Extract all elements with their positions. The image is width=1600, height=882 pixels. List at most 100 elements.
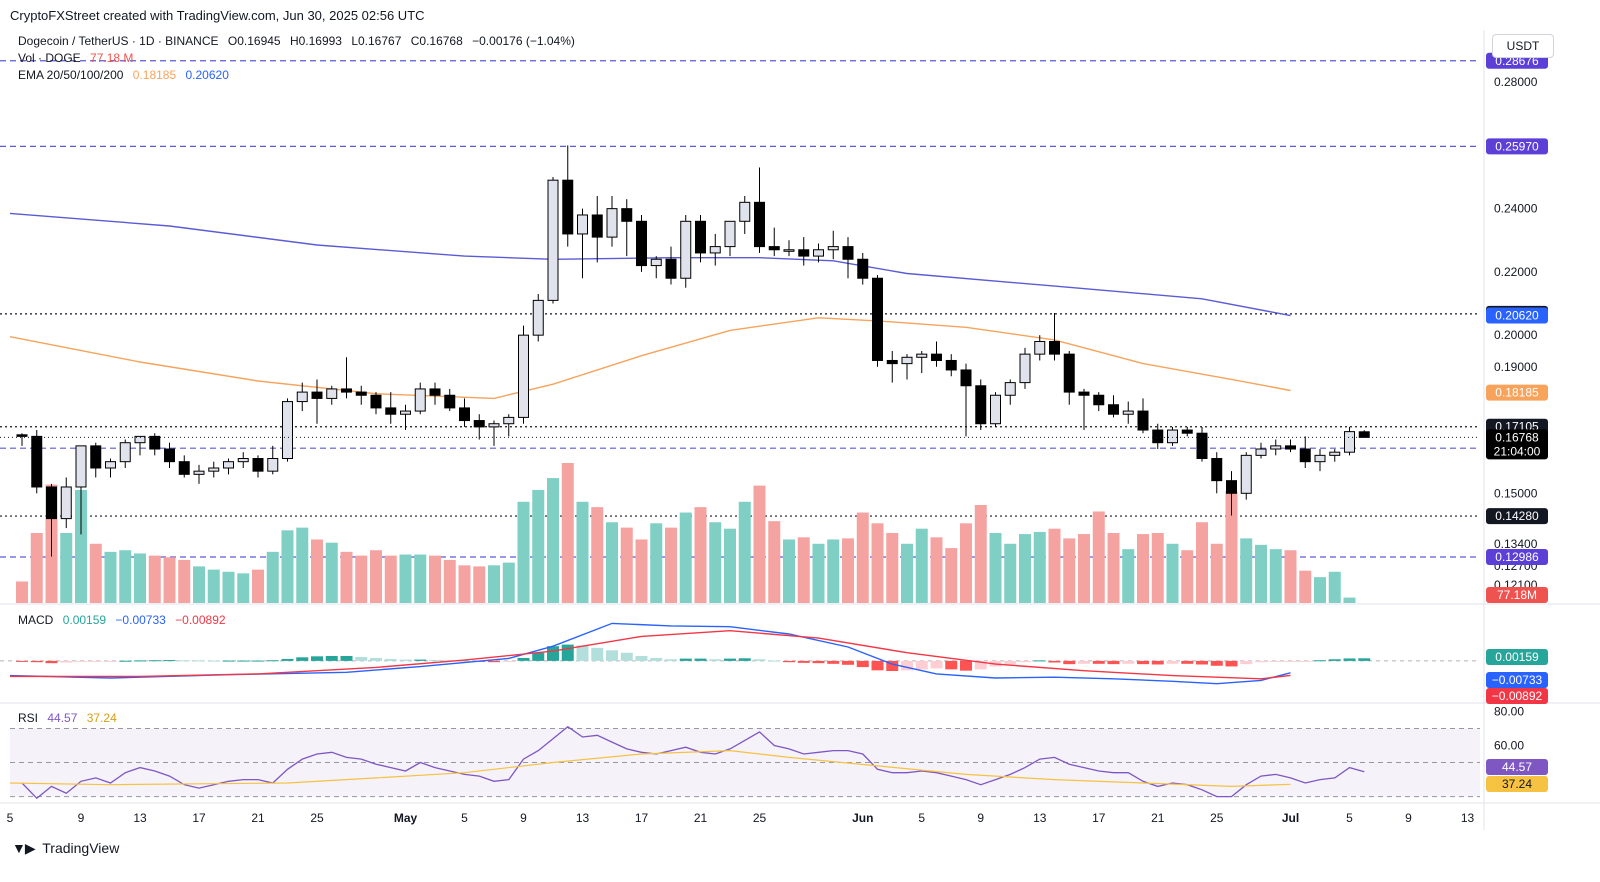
x-axis-label: 5 <box>461 811 468 825</box>
price-tick-label: 0.22000 <box>1494 265 1538 279</box>
x-axis-label: 9 <box>1405 811 1412 825</box>
legend-open: O0.16945 <box>227 34 281 48</box>
candle-body <box>1270 445 1282 450</box>
macd-hist-value: 0.00159 <box>62 613 107 627</box>
ema-legend[interactable]: EMA 20/50/100/200 0.18185 0.20620 <box>18 68 235 82</box>
ema-value-b: 0.20620 <box>185 68 229 82</box>
currency-button[interactable]: USDT <box>1492 34 1554 58</box>
macd-histogram-bar <box>679 658 692 661</box>
candle-body <box>547 179 559 301</box>
rsi-badge-label: 37.24 <box>1502 777 1532 791</box>
rsi-legend[interactable]: RSI 44.57 37.24 <box>18 711 123 725</box>
candle-body <box>178 461 190 475</box>
macd-histogram-bar <box>502 660 515 662</box>
macd-histogram-bar <box>1166 660 1179 664</box>
volume-bar <box>960 523 972 603</box>
macd-label: MACD <box>18 613 54 627</box>
volume-bar <box>945 548 958 603</box>
volume-bar <box>355 555 368 603</box>
candle-body <box>665 258 677 279</box>
tradingview-footer[interactable]: ▼▶ TradingView <box>12 840 119 857</box>
macd-histogram-bar <box>193 660 205 662</box>
price-tick-label: 0.24000 <box>1494 202 1538 216</box>
volume-bar <box>1210 543 1223 603</box>
candle-body <box>223 461 234 469</box>
macd-histogram-bar <box>974 660 987 670</box>
volume-bar <box>60 533 73 603</box>
macd-histogram-bar <box>163 660 176 662</box>
candle-body <box>518 334 529 418</box>
macd-histogram-bar <box>119 660 132 662</box>
volume-bar <box>1166 543 1179 603</box>
macd-histogram-bar <box>871 660 884 671</box>
x-axis-label: 21 <box>694 811 708 825</box>
macd-histogram-bar <box>1122 660 1135 664</box>
volume-bar <box>561 463 574 603</box>
macd-badge-label: −0.00892 <box>1492 689 1543 703</box>
macd-histogram-bar <box>1092 660 1105 664</box>
volume-bar <box>1033 531 1046 603</box>
volume-bar <box>974 505 987 603</box>
symbol-legend[interactable]: Dogecoin / TetherUS · 1D · BINANCE O0.16… <box>18 34 581 48</box>
level-badge <box>1486 508 1548 525</box>
candle-body <box>1078 391 1090 396</box>
ema-value-a: 0.18185 <box>132 68 177 82</box>
volume-bar <box>281 530 294 603</box>
macd-histogram-bar <box>1343 658 1356 661</box>
price-badge <box>1486 429 1548 460</box>
candle-body <box>783 249 795 252</box>
macd-histogram-bar <box>75 660 87 662</box>
volume-bar <box>1269 549 1282 603</box>
candle-body <box>400 410 411 415</box>
candle-body <box>1181 429 1193 434</box>
volume-bar <box>193 566 205 603</box>
candle-body <box>60 486 72 520</box>
candle-body <box>680 220 692 279</box>
volume-bar <box>443 559 456 603</box>
candle-body <box>886 359 898 365</box>
macd-badge-label: −0.00733 <box>1492 673 1543 687</box>
volume-bar <box>635 539 648 603</box>
candle-body <box>650 258 662 267</box>
x-axis-label: 25 <box>1210 811 1224 825</box>
rsi-badge <box>1486 759 1548 775</box>
level-badge <box>1486 138 1548 155</box>
macd-histogram-bar <box>325 656 338 661</box>
volume-legend[interactable]: Vol · DOGE 77.18 M <box>18 51 139 65</box>
price-tick-label: 0.20000 <box>1494 328 1538 342</box>
candle-body <box>429 388 441 396</box>
price-badge-label: 0.18185 <box>1495 386 1539 400</box>
candle-body <box>842 246 854 260</box>
macd-histogram-bar <box>252 660 264 662</box>
rsi-value: 44.57 <box>47 711 78 725</box>
macd-histogram-bar <box>237 660 250 662</box>
rsi-ma-line <box>9 749 1291 788</box>
candle-body <box>1122 410 1134 415</box>
candle-body <box>975 385 987 425</box>
candle-body <box>503 416 515 425</box>
volume-bar <box>812 543 825 603</box>
macd-histogram-bar <box>1328 659 1341 661</box>
volume-bar <box>75 489 87 603</box>
macd-histogram-bar <box>724 658 736 661</box>
candle-body <box>724 220 736 248</box>
macd-badge <box>1486 649 1548 665</box>
macd-histogram-bar <box>1078 660 1090 664</box>
volume-bar <box>1137 534 1149 603</box>
candle-body <box>326 388 338 399</box>
level-badge-label: 0.14280 <box>1495 509 1539 523</box>
candle-body <box>193 470 205 475</box>
candle-body <box>1285 445 1296 450</box>
candle-body <box>1019 353 1031 384</box>
macd-legend[interactable]: MACD 0.00159 −0.00733 −0.00892 <box>18 613 232 627</box>
volume-bar <box>163 557 176 603</box>
macd-histogram-bar <box>1033 660 1046 662</box>
candle-body <box>606 208 618 238</box>
candle-body <box>562 179 574 235</box>
volume-bar <box>1092 511 1105 603</box>
rsi-tick-label: 80.00 <box>1494 704 1524 718</box>
macd-signal-line <box>10 629 1291 680</box>
candle-body <box>1255 448 1267 456</box>
price-tick-label: 0.19000 <box>1494 360 1538 374</box>
